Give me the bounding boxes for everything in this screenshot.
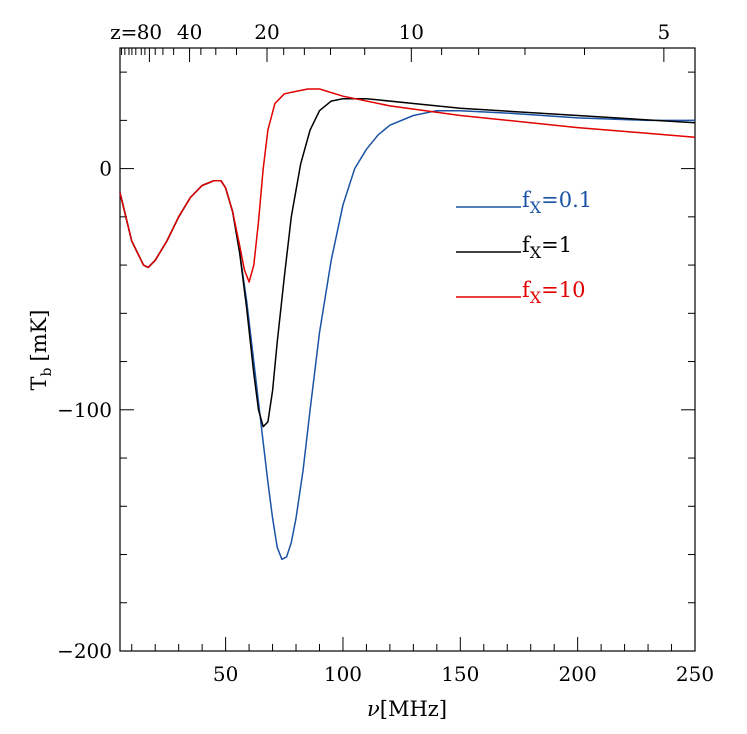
x-tick-label: 50 [213,662,238,686]
x-tick-label: 250 [676,662,714,686]
legend: fX=0.1 fX=1 fX=10 [456,188,592,307]
z-tick-label: 80 [137,20,162,44]
z-tick-label: 10 [399,20,424,44]
series-line-0 [119,109,695,561]
y-tick-label: 0 [99,157,112,181]
z-axis-prefix: z= [110,20,137,44]
x-tick-label: 200 [559,662,597,686]
axis-ticks: 50 100 150 200 250 0 −100 −200 80z= 40 20 10 5 [57,20,714,686]
x-tick-label: 150 [441,662,479,686]
legend-label-2: fX=10 [522,278,586,307]
y-axis-title: Tb[mK] [27,310,55,391]
z-tick-label: 20 [254,20,279,44]
plot-frame [119,47,696,652]
x-tick-label: 100 [324,662,362,686]
y-tick-label: −100 [57,398,112,422]
series-line-1 [119,97,696,428]
z-tick-label: 5 [657,20,670,44]
z-tick-label: 40 [177,20,202,44]
y-tick-label: −200 [57,639,112,663]
x-axis-title: ν[MHz] [367,697,447,721]
series-layer [119,88,696,561]
series-line-2 [119,88,696,283]
legend-label-1: fX=1 [522,233,572,262]
legend-label-0: fX=0.1 [522,188,592,217]
